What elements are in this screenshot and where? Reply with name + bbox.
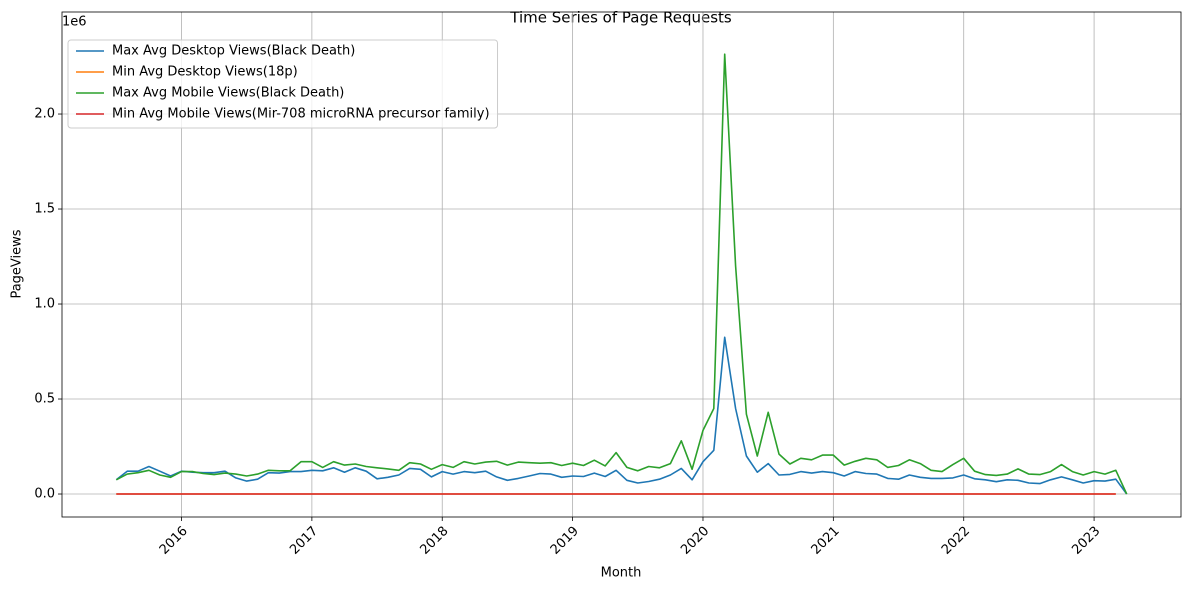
series-line	[115, 336, 1128, 495]
y-tick-label: 0.5	[34, 392, 55, 407]
x-tick-label: 2017	[287, 524, 321, 558]
x-axis-label: Month	[601, 566, 642, 581]
y-tick-label: 2.0	[34, 107, 55, 122]
x-tick-label: 2023	[1069, 524, 1103, 558]
y-tick-label: 1.5	[34, 202, 55, 217]
x-tick-label: 2022	[939, 524, 973, 558]
x-tick-label: 2020	[678, 524, 712, 558]
y-tick-label: 0.0	[34, 487, 55, 502]
x-tick-label: 2016	[157, 524, 191, 558]
legend-box	[67, 39, 499, 129]
y-tick-label: 1.0	[34, 297, 55, 312]
legend-label: Min Avg Desktop Views(18p)	[112, 65, 298, 80]
series-line	[115, 53, 1128, 495]
y-offset-label: 1e6	[62, 15, 87, 30]
x-tick-label: 2018	[418, 524, 452, 558]
legend: Max Avg Desktop Views(Black Death) Min Av…	[67, 39, 499, 129]
x-tick-label: 2019	[548, 524, 582, 558]
chart-title: Time Series of Page Requests	[509, 9, 732, 27]
legend-label: Max Avg Mobile Views(Black Death)	[112, 86, 344, 101]
legend-label: Max Avg Desktop Views(Black Death)	[112, 44, 355, 59]
plot-frame	[61, 11, 1182, 518]
x-tick-label: 2021	[809, 524, 843, 558]
y-axis-label: PageViews	[10, 229, 25, 298]
legend-label: Min Avg Mobile Views(Mir-708 microRNA pr…	[112, 107, 490, 122]
